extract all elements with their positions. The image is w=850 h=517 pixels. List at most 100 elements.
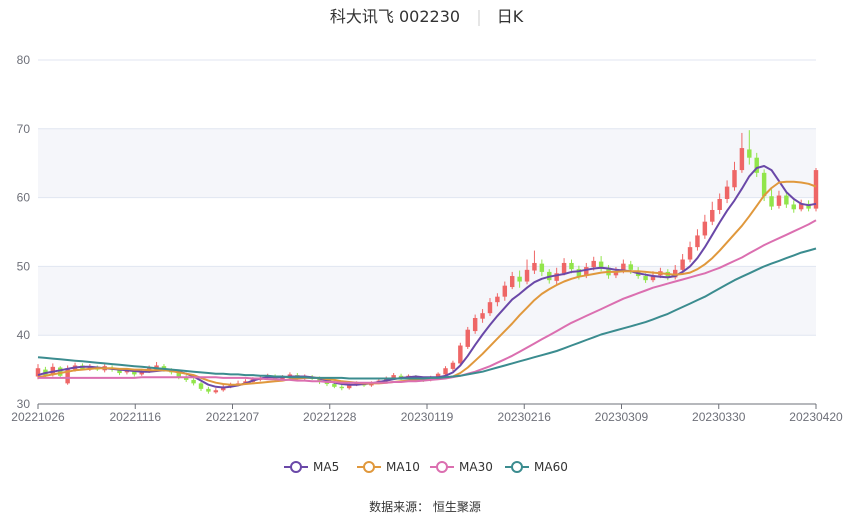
candle-body	[554, 273, 559, 281]
candle-body	[687, 247, 693, 260]
candle	[769, 189, 774, 210]
candle-body	[695, 235, 700, 248]
candle-body	[339, 386, 345, 389]
candle-body	[798, 203, 804, 210]
y-tick-label: 60	[17, 191, 31, 205]
candle-body	[332, 384, 337, 387]
candle-body	[443, 368, 448, 375]
candle-body	[495, 296, 500, 303]
legend-item-ma10: MA10	[357, 460, 420, 474]
candle-body	[502, 285, 508, 297]
legend-label: MA60	[534, 460, 568, 474]
candle	[732, 161, 737, 191]
candle	[687, 241, 693, 263]
candle-body	[317, 377, 322, 382]
candle-body	[591, 260, 596, 268]
candle	[524, 259, 530, 285]
candle-body	[58, 367, 63, 376]
candle-body	[539, 263, 545, 272]
legend-swatch-marker	[290, 461, 302, 473]
candle-body	[480, 313, 485, 319]
candle	[791, 200, 796, 213]
candle-body	[487, 302, 493, 314]
candle	[680, 254, 685, 272]
ma60-line	[37, 247, 817, 380]
candle	[495, 293, 500, 307]
y-axis: 30 40 50 60 70 80	[17, 53, 31, 411]
x-tick-label: 20230309	[595, 410, 649, 424]
plot-band	[38, 266, 816, 336]
grid-lines	[38, 59, 816, 405]
candle	[502, 281, 508, 301]
candle	[784, 192, 789, 208]
x-tick-label: 20230119	[401, 410, 454, 424]
candle-body	[650, 275, 656, 281]
candle-body	[761, 172, 767, 197]
candle-body	[747, 149, 752, 158]
candle-body	[710, 209, 715, 222]
x-tick-label: 20230216	[498, 410, 552, 424]
candle	[487, 298, 493, 316]
candle-body	[672, 269, 678, 278]
candle	[509, 271, 515, 290]
legend-swatch-marker	[363, 461, 375, 473]
candle-body	[117, 370, 122, 374]
candle-body	[732, 170, 737, 188]
y-tick-label: 80	[17, 53, 31, 67]
x-tick-label: 20230330	[692, 410, 746, 424]
candle-body	[398, 375, 404, 378]
legend-swatch-marker	[436, 461, 448, 473]
candle	[702, 214, 708, 239]
x-tick-label: 20221116	[109, 410, 161, 424]
candle	[465, 326, 470, 349]
x-tick-label: 20221228	[303, 410, 357, 424]
candle-body	[280, 377, 285, 380]
y-tick-label: 70	[17, 122, 31, 136]
candle-body	[769, 196, 774, 207]
candle-body	[754, 157, 759, 173]
candle-body	[124, 370, 130, 373]
y-tick-label: 50	[17, 259, 31, 273]
candle-body	[776, 195, 782, 206]
legend-item-ma30: MA30	[430, 460, 493, 474]
legend-label: MA10	[386, 460, 420, 474]
candle-body	[132, 370, 137, 375]
candle-body	[524, 269, 530, 282]
legend: MA5 MA10 MA30 MA60	[284, 460, 568, 474]
candle	[191, 377, 196, 386]
candle-body	[346, 384, 352, 389]
candle	[539, 259, 545, 277]
candle-body	[472, 318, 478, 332]
candle	[339, 384, 345, 391]
candle-body	[598, 261, 604, 268]
candle	[754, 152, 759, 177]
candle	[472, 314, 478, 334]
candle-body	[198, 383, 204, 389]
candle-body	[561, 262, 567, 274]
candle-body	[584, 267, 589, 277]
candle	[798, 199, 804, 212]
candle-body	[191, 379, 196, 384]
candle	[747, 130, 752, 165]
candle	[672, 265, 678, 280]
candle	[458, 342, 463, 365]
candle-body	[739, 148, 745, 171]
candle-body	[324, 381, 330, 385]
candle-body	[717, 198, 722, 210]
plot-band	[38, 128, 816, 198]
chart-title: 科大讯飞 002230	[330, 7, 460, 26]
candle	[695, 229, 700, 251]
candle	[480, 309, 485, 323]
candle-body	[628, 264, 633, 270]
x-axis: 20221026 20221116 20221207 20221228 20230119…	[11, 403, 843, 424]
candle-body	[532, 262, 537, 271]
legend-label: MA30	[459, 460, 493, 474]
candle-body	[458, 345, 463, 364]
candle-body	[65, 368, 70, 384]
candle-body	[643, 276, 648, 281]
candle	[206, 386, 211, 394]
candle-body	[517, 276, 522, 282]
candle-body	[206, 388, 211, 392]
candle-body	[784, 195, 789, 205]
candle-body	[221, 386, 226, 391]
